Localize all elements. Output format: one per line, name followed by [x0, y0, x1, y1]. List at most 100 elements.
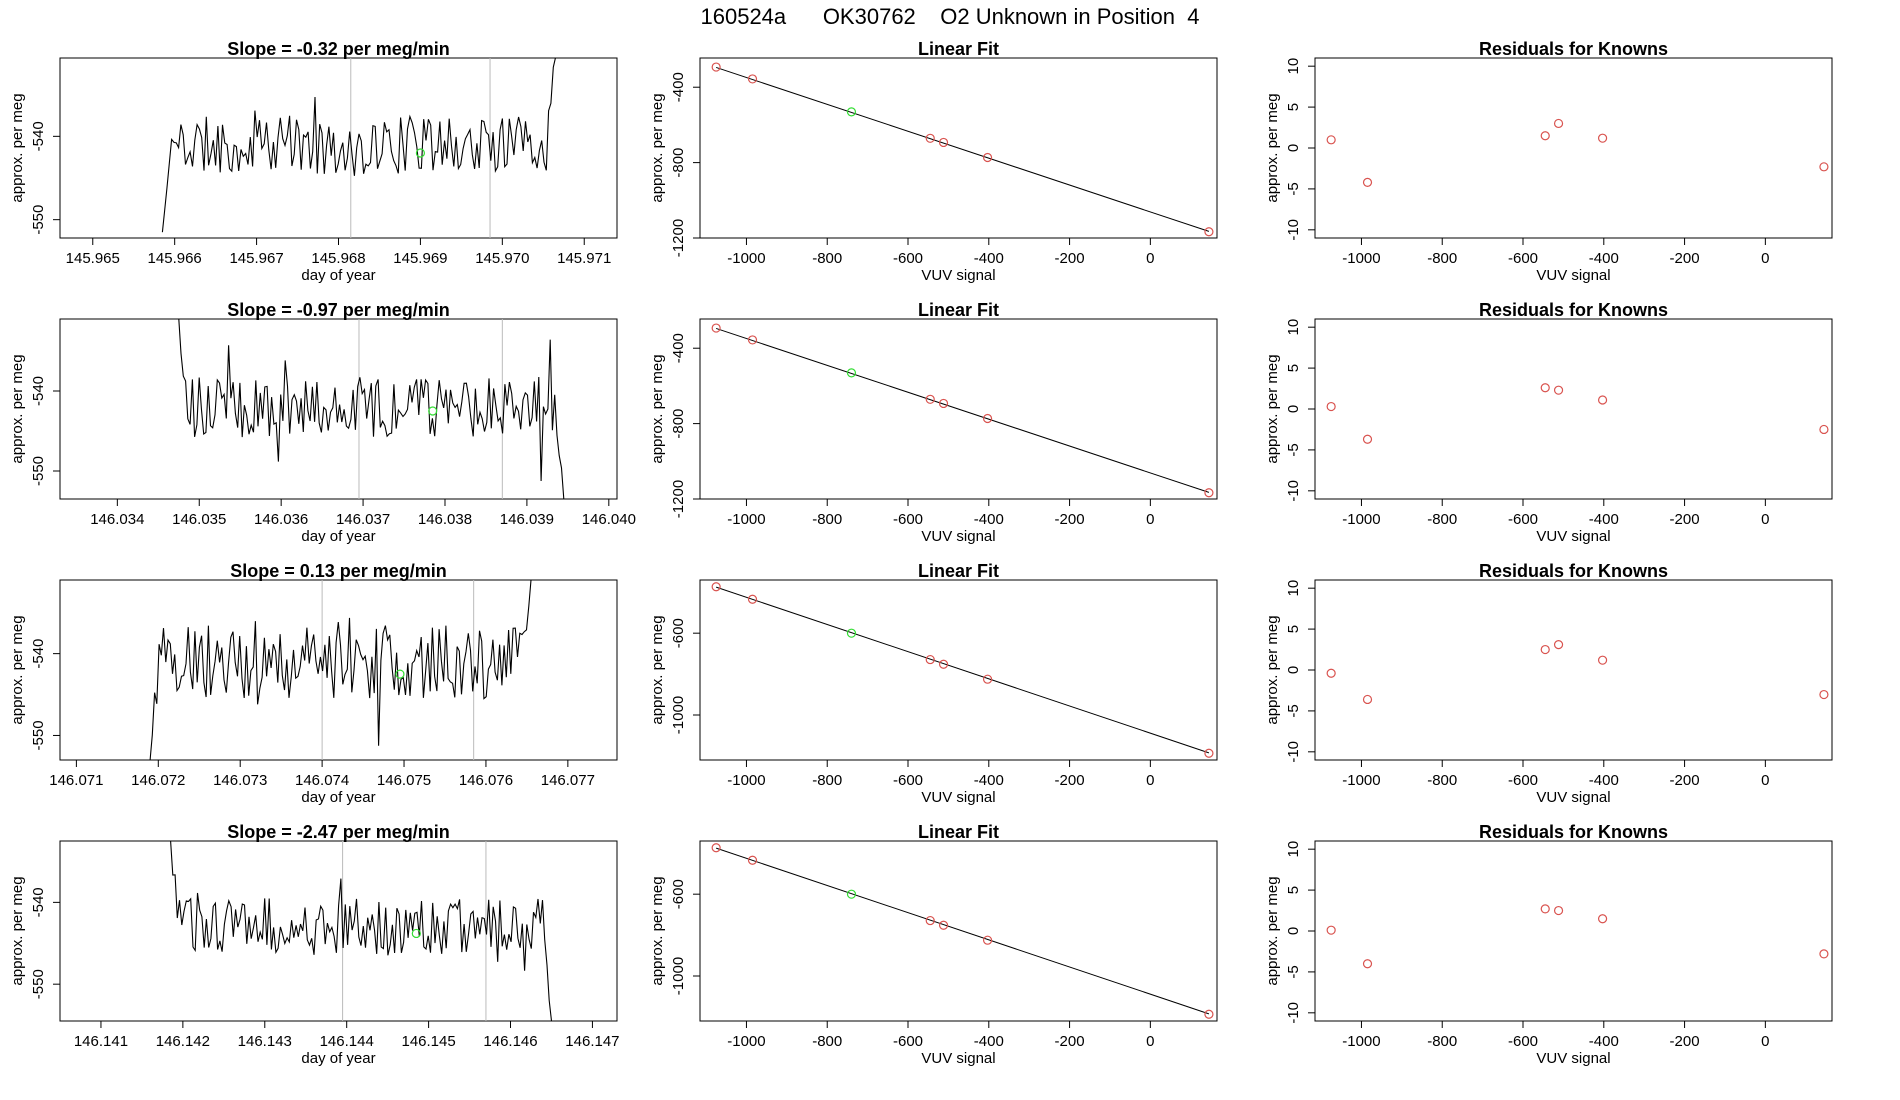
residual-point — [1819, 162, 1829, 172]
time-series-x-axis-label: day of year — [301, 528, 375, 545]
figure-title: 160524a OK30762 O2 Unknown in Position 4 — [700, 4, 1200, 29]
linear-fit-y-tick-label: -400 — [670, 72, 687, 102]
time-series-x-tick-label: 146.077 — [541, 772, 595, 789]
linear-fit-x-tick-label: -200 — [1055, 250, 1085, 267]
known-standard-point — [1204, 488, 1214, 498]
time-series-y-axis-label: approx. per meg — [9, 876, 26, 985]
unknown-sample-point — [415, 148, 426, 158]
linear-fit-x-tick-label: -1000 — [727, 250, 765, 267]
time-series-y-tick-label: -550 — [30, 720, 47, 750]
residuals-plot-frame — [1314, 840, 1833, 1022]
residuals-y-axis-label: approx. per meg — [1264, 354, 1281, 463]
time-series-line — [178, 319, 565, 499]
known-standard-point — [925, 654, 935, 665]
residuals-x-tick-label: -1000 — [1342, 250, 1380, 267]
fit-line — [715, 847, 1210, 1015]
time-series-x-tick-label: 146.145 — [401, 1033, 455, 1050]
residuals-x-tick-label: -600 — [1508, 250, 1538, 267]
time-series-x-tick-label: 146.073 — [213, 772, 267, 789]
known-standard-point — [711, 843, 721, 853]
time-series-title: Slope = 0.13 per meg/min — [230, 561, 447, 581]
linear-fit-x-tick-label: -400 — [974, 1033, 1004, 1050]
time-series-x-tick-label: 146.034 — [90, 511, 144, 528]
residuals-x-axis-label: VUV signal — [1536, 267, 1610, 284]
known-standard-point — [938, 659, 949, 669]
time-series-y-axis-label: approx. per meg — [9, 354, 26, 463]
residuals-x-tick-label: -1000 — [1342, 772, 1380, 789]
linear-fit-x-tick-label: 0 — [1146, 250, 1154, 267]
residuals-x-tick-label: 0 — [1761, 772, 1769, 789]
known-standard-point — [925, 394, 935, 404]
residuals-y-tick-label: 10 — [1285, 58, 1302, 75]
residuals-y-tick-label: -5 — [1285, 182, 1302, 195]
residuals-y-axis-label: approx. per meg — [1264, 93, 1281, 202]
linear-fit-x-axis-label: VUV signal — [921, 528, 995, 545]
known-standard-point — [925, 915, 935, 926]
time-series-x-tick-label: 146.038 — [418, 511, 472, 528]
time-series-x-tick-label: 146.141 — [74, 1033, 128, 1050]
time-series-x-tick-label: 145.968 — [311, 250, 365, 267]
residuals-plot-frame — [1314, 57, 1833, 239]
known-standard-point — [747, 335, 758, 345]
residuals-x-tick-label: -800 — [1427, 1033, 1457, 1050]
residuals-x-tick-label: -200 — [1670, 511, 1700, 528]
unknown-sample-point — [846, 107, 857, 117]
time-series-line — [170, 841, 553, 1021]
time-series-x-axis-label: day of year — [301, 267, 375, 284]
residuals-y-tick-label: 10 — [1285, 319, 1302, 336]
residual-point — [1326, 135, 1336, 145]
residual-point — [1362, 177, 1373, 187]
linear-fit-x-tick-label: -200 — [1055, 772, 1085, 789]
time-series-plot-frame — [59, 840, 618, 1022]
residual-point — [1362, 694, 1373, 705]
unknown-sample-point — [428, 406, 438, 416]
time-series-x-axis-label: day of year — [301, 789, 375, 806]
time-series-plot-frame — [59, 57, 618, 239]
time-series-x-tick-label: 146.142 — [156, 1033, 210, 1050]
time-series-y-tick-label: -550 — [30, 205, 47, 235]
residuals-y-tick-label: -5 — [1285, 443, 1302, 456]
time-series-x-tick-label: 145.965 — [66, 250, 120, 267]
linear-fit-y-axis-label: approx. per meg — [649, 615, 666, 724]
time-series-y-tick-label: -550 — [30, 969, 47, 999]
time-series-x-axis-label: day of year — [301, 1050, 375, 1067]
time-series-y-tick-label: -540 — [30, 887, 47, 917]
linear-fit-y-tick-label: -400 — [670, 333, 687, 363]
residual-point — [1597, 655, 1608, 665]
fit-line — [715, 327, 1210, 493]
residuals-x-axis-label: VUV signal — [1536, 789, 1610, 806]
residuals-y-tick-label: 0 — [1285, 405, 1302, 413]
residual-point — [1540, 131, 1550, 141]
linear-fit-x-tick-label: -600 — [893, 250, 923, 267]
residual-point — [1540, 904, 1550, 914]
linear-fit-x-tick-label: -400 — [974, 772, 1004, 789]
residual-point — [1362, 434, 1373, 444]
residuals-x-tick-label: -600 — [1508, 772, 1538, 789]
known-standard-point — [1204, 748, 1214, 758]
residual-point — [1326, 925, 1336, 935]
linear-fit-x-axis-label: VUV signal — [921, 789, 995, 806]
residuals-title: Residuals for Knowns — [1479, 822, 1668, 842]
linear-fit-title: Linear Fit — [918, 300, 999, 320]
time-series-x-tick-label: 146.036 — [254, 511, 308, 528]
linear-fit-x-axis-label: VUV signal — [921, 267, 995, 284]
time-series-title: Slope = -2.47 per meg/min — [227, 822, 450, 842]
residual-point — [1553, 385, 1564, 395]
known-standard-point — [747, 855, 758, 865]
residuals-x-tick-label: -400 — [1589, 511, 1619, 528]
time-series-y-tick-label: -540 — [30, 639, 47, 669]
residual-point — [1597, 914, 1608, 924]
residuals-y-axis-label: approx. per meg — [1264, 615, 1281, 724]
residuals-y-tick-label: 0 — [1285, 666, 1302, 674]
unknown-sample-point — [846, 368, 857, 378]
linear-fit-x-tick-label: -1000 — [727, 1033, 765, 1050]
linear-fit-x-tick-label: 0 — [1146, 511, 1154, 528]
time-series-x-tick-label: 146.074 — [295, 772, 349, 789]
residuals-y-tick-label: -10 — [1285, 1002, 1302, 1024]
residuals-y-tick-label: 5 — [1285, 625, 1302, 633]
known-standard-point — [1204, 227, 1214, 237]
residuals-y-tick-label: 0 — [1285, 927, 1302, 935]
residuals-x-tick-label: 0 — [1761, 250, 1769, 267]
linear-fit-x-tick-label: -1000 — [727, 511, 765, 528]
